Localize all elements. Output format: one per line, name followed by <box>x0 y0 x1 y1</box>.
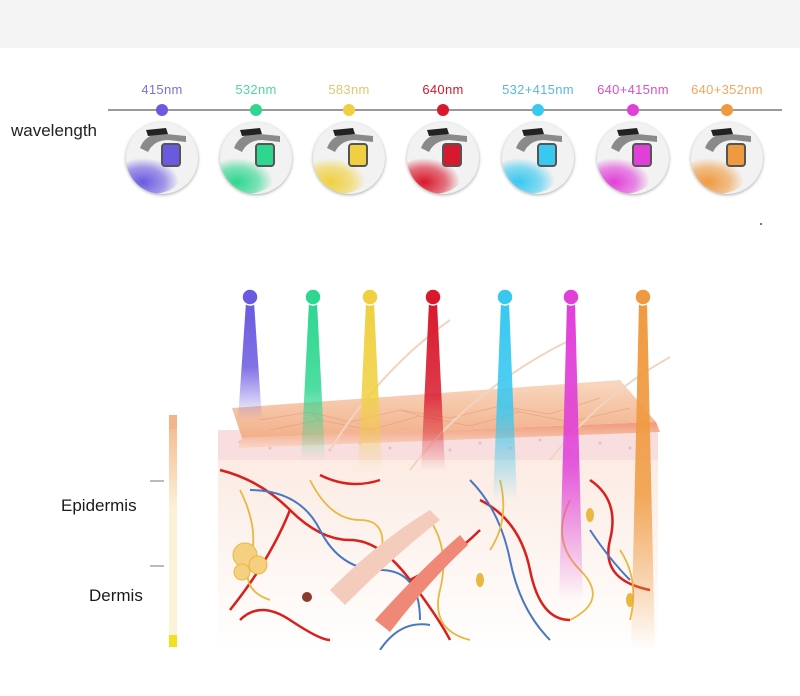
led-device-icon <box>597 122 669 194</box>
wavelength-option: 415nm <box>112 82 212 116</box>
light-beam <box>493 302 517 500</box>
wavelength-option: 532nm <box>206 82 306 116</box>
skin-cross-section <box>150 288 670 650</box>
wavelength-value: 415nm <box>141 82 183 97</box>
wavelength-option: 640+352nm <box>677 82 777 116</box>
wavelength-dot <box>721 104 733 116</box>
wavelength-value: 640nm <box>422 82 464 97</box>
wavelength-option: 532+415nm <box>488 82 588 116</box>
wavelength-dot <box>250 104 262 116</box>
light-source <box>304 288 322 306</box>
dermis-label: Dermis <box>89 586 143 605</box>
wavelength-value: 532+415nm <box>502 82 574 97</box>
led-device-icon <box>220 122 292 194</box>
light-beams <box>238 288 655 650</box>
wavelength-option: 640+415nm <box>583 82 683 116</box>
led-device-icon <box>313 122 385 194</box>
wavelength-dot <box>437 104 449 116</box>
led-device-icon <box>407 122 479 194</box>
light-source <box>361 288 379 306</box>
light-beam <box>631 302 655 650</box>
wavelength-dot <box>532 104 544 116</box>
depth-scale-bar <box>169 415 177 645</box>
wavelength-value: 532nm <box>235 82 277 97</box>
light-beam <box>238 302 262 420</box>
wavelength-value: 640+415nm <box>597 82 669 97</box>
wavelength-dot <box>156 104 168 116</box>
light-beam <box>421 302 445 470</box>
led-device-icon <box>126 122 198 194</box>
wavelength-dot <box>627 104 639 116</box>
wavelength-label: wavelength <box>11 121 98 140</box>
wavelength-dot <box>343 104 355 116</box>
light-source <box>496 288 514 306</box>
epidermis-label: Epidermis <box>61 496 137 515</box>
light-beam <box>301 302 325 460</box>
light-source <box>424 288 442 306</box>
light-source <box>241 288 259 306</box>
wavelength-option: 583nm <box>299 82 399 116</box>
light-beam <box>358 302 382 470</box>
stray-mark <box>760 223 762 225</box>
wavelength-value: 583nm <box>328 82 370 97</box>
top-banner <box>0 0 800 48</box>
wavelength-option: 640nm <box>393 82 493 116</box>
light-source <box>634 288 652 306</box>
led-device-icon <box>691 122 763 194</box>
led-device-icon <box>502 122 574 194</box>
light-source <box>562 288 580 306</box>
wavelength-value: 640+352nm <box>691 82 763 97</box>
light-beam <box>559 302 583 600</box>
